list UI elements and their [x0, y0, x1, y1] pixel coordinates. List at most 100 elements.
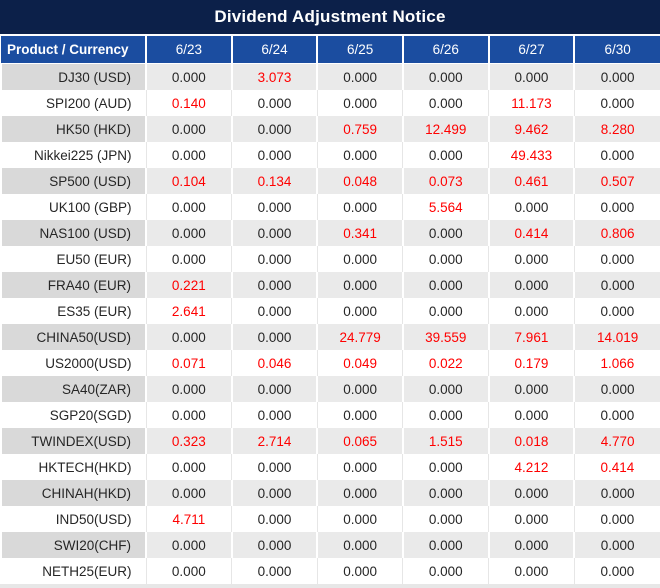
dividend-value-cell: 11.173 [488, 90, 575, 116]
dividend-value-cell: 0.000 [145, 246, 232, 272]
table-row: IND50(USD) 4.711 0.000 0.000 0.000 0.000 0.000 [1, 506, 660, 532]
dividend-value-cell: 4.711 [145, 506, 232, 532]
dividend-value-cell: 0.179 [488, 350, 575, 376]
dividend-value-cell: 0.104 [145, 168, 232, 194]
bottom-edge-strip [0, 584, 660, 588]
dividend-value-cell: 0.000 [402, 402, 489, 428]
dividend-value-cell: 0.048 [316, 168, 403, 194]
product-cell: SPI200 (AUD) [1, 90, 146, 116]
product-cell: NETH25(EUR) [1, 558, 146, 584]
table-row: CHINAH(HKD) 0.000 0.000 0.000 0.000 0.000 0.00… [0, 480, 660, 506]
dividend-value-cell: 8.280 [573, 116, 660, 142]
dividend-value-cell: 0.000 [573, 142, 660, 168]
dividend-value-cell: 5.564 [402, 194, 489, 220]
dividend-value-cell: 0.000 [402, 454, 489, 480]
product-cell: NAS100 (USD) [0, 220, 146, 246]
dividend-value-cell: 0.000 [230, 532, 318, 558]
dividend-value-cell: 0.000 [401, 376, 489, 402]
dividend-value-cell: 0.000 [145, 324, 232, 350]
dividend-value-cell: 0.000 [316, 480, 403, 506]
product-cell: CHINA50(USD) [0, 324, 146, 350]
dividend-value-cell: 1.515 [401, 428, 489, 454]
dividend-value-cell: 0.000 [573, 90, 660, 116]
dividend-value-cell: 0.000 [488, 506, 575, 532]
dividend-value-cell: 0.507 [573, 168, 660, 194]
dividend-value-cell: 0.000 [145, 63, 232, 90]
table-row: SA40(ZAR) 0.000 0.000 0.000 0.000 0.000 0.000 [0, 376, 660, 402]
table-row: HK50 (HKD) 0.000 0.000 0.759 12.499 9.462 8.28… [0, 116, 660, 142]
dividend-value-cell: 0.000 [316, 90, 403, 116]
table-row: EU50 (EUR) 0.000 0.000 0.000 0.000 0.000 0.000 [1, 246, 660, 272]
dividend-value-cell: 0.000 [573, 480, 660, 506]
dividend-value-cell: 0.000 [230, 220, 318, 246]
table-row: ES35 (EUR) 2.641 0.000 0.000 0.000 0.000 0.000 [1, 298, 660, 324]
dividend-value-cell: 0.221 [145, 272, 232, 298]
product-cell: SGP20(SGD) [1, 402, 146, 428]
dividend-value-cell: 12.499 [401, 116, 489, 142]
product-cell: SWI20(CHF) [0, 532, 146, 558]
dividend-value-cell: 0.000 [487, 63, 575, 90]
dividend-value-cell: 0.000 [487, 376, 575, 402]
product-cell: CHINAH(HKD) [0, 480, 146, 506]
dividend-value-cell: 0.000 [401, 272, 489, 298]
dividend-value-cell: 4.212 [488, 454, 575, 480]
product-cell: TWINDEX(USD) [0, 428, 146, 454]
dividend-value-cell: 0.000 [573, 298, 660, 324]
table-row: US2000(USD) 0.071 0.046 0.049 0.022 0.179 1.06… [1, 350, 660, 376]
dividend-value-cell: 0.000 [402, 142, 489, 168]
column-header-product-currency: Product / Currency [1, 36, 146, 64]
dividend-value-cell: 2.641 [145, 298, 232, 324]
dividend-value-cell: 0.000 [402, 246, 489, 272]
product-cell: HK50 (HKD) [0, 116, 146, 142]
dividend-value-cell: 0.000 [316, 454, 403, 480]
dividend-value-cell: 3.073 [230, 63, 318, 90]
table-row: HKTECH(HKD) 0.000 0.000 0.000 0.000 4.212 0.41… [1, 454, 660, 480]
dividend-value-cell: 0.000 [316, 532, 403, 558]
dividend-value-cell: 0.000 [487, 480, 575, 506]
dividend-value-cell: 0.414 [487, 220, 575, 246]
dividend-value-cell: 0.000 [401, 220, 489, 246]
dividend-value-cell: 0.000 [231, 454, 318, 480]
table-row: UK100 (GBP) 0.000 0.000 0.000 5.564 0.000 0.00… [1, 194, 660, 220]
dividend-value-cell: 0.000 [316, 272, 403, 298]
dividend-value-cell: 0.000 [402, 90, 489, 116]
dividend-value-cell: 0.000 [401, 532, 489, 558]
dividend-value-cell: 0.000 [230, 376, 318, 402]
dividend-value-cell: 0.134 [230, 168, 318, 194]
dividend-value-cell: 0.000 [402, 506, 489, 532]
dividend-adjustment-table: Product / Currency 6/23 6/24 6/25 6/26 6… [0, 36, 660, 584]
dividend-value-cell: 0.000 [145, 142, 232, 168]
table-row: SP500 (USD) 0.104 0.134 0.048 0.073 0.461 0.50… [0, 168, 660, 194]
dividend-value-cell: 0.000 [231, 90, 318, 116]
dividend-value-cell: 14.019 [573, 324, 660, 350]
dividend-value-cell: 0.000 [230, 324, 318, 350]
dividend-value-cell: 0.018 [487, 428, 575, 454]
column-header-date-4: 6/26 [401, 36, 489, 64]
table-row: FRA40 (EUR) 0.221 0.000 0.000 0.000 0.000 0.00… [0, 272, 660, 298]
dividend-value-cell: 0.000 [145, 480, 232, 506]
product-cell: DJ30 (USD) [0, 63, 146, 90]
dividend-value-cell: 0.000 [231, 506, 318, 532]
table-row: SGP20(SGD) 0.000 0.000 0.000 0.000 0.000 0.000 [1, 402, 660, 428]
dividend-value-cell: 39.559 [401, 324, 489, 350]
dividend-value-cell: 0.000 [488, 246, 575, 272]
dividend-value-cell: 0.000 [402, 558, 489, 584]
dividend-value-cell: 0.140 [145, 90, 232, 116]
dividend-value-cell: 0.000 [145, 376, 232, 402]
table-row: Nikkei225 (JPN) 0.000 0.000 0.000 0.000 49.43… [1, 142, 660, 168]
dividend-value-cell: 0.000 [487, 272, 575, 298]
dividend-value-cell: 0.806 [573, 220, 660, 246]
table-row: CHINA50(USD) 0.000 0.000 24.779 39.559 7.961 1… [0, 324, 660, 350]
product-cell: UK100 (GBP) [1, 194, 146, 220]
dividend-value-cell: 0.049 [316, 350, 403, 376]
dividend-value-cell: 0.000 [316, 63, 403, 90]
product-cell: Nikkei225 (JPN) [1, 142, 146, 168]
dividend-value-cell: 0.000 [230, 116, 318, 142]
dividend-value-cell: 0.000 [573, 63, 660, 90]
dividend-value-cell: 0.022 [402, 350, 489, 376]
column-header-date-1: 6/23 [145, 36, 232, 64]
dividend-value-cell: 0.000 [573, 376, 660, 402]
dividend-value-cell: 0.000 [230, 272, 318, 298]
dividend-value-cell: 0.000 [145, 558, 232, 584]
dividend-value-cell: 0.000 [231, 298, 318, 324]
